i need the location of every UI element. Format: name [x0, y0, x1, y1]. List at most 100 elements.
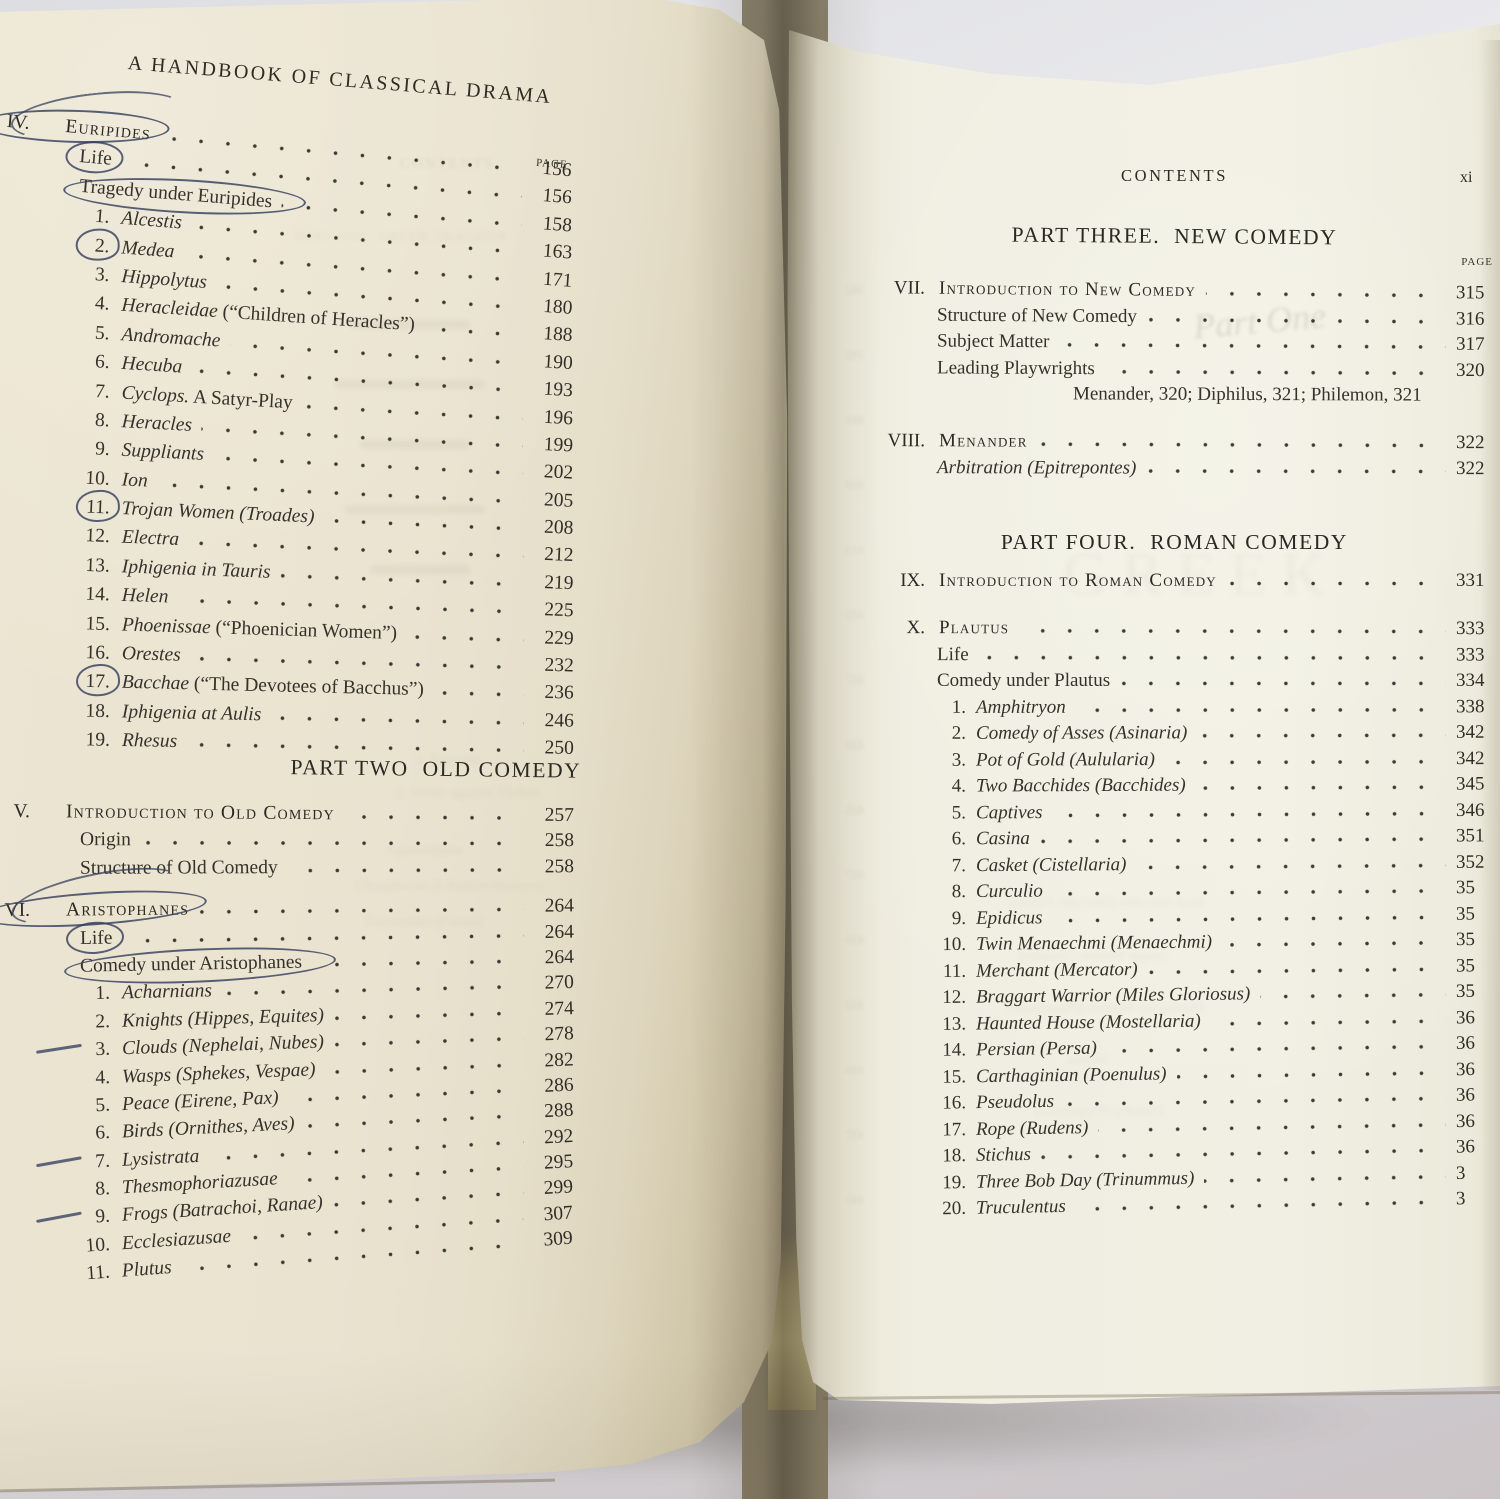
entry-label: Introduction to Old Comedy	[66, 802, 335, 826]
entry-label: Two Bacchides (Bacchides)	[976, 774, 1186, 797]
bleed-through-smudge	[370, 565, 470, 574]
item-number: 1.	[95, 983, 111, 1005]
dot-leader	[1104, 368, 1446, 375]
item-number: 6.	[951, 827, 967, 849]
item-number: 7.	[951, 854, 967, 876]
dot-leader	[344, 814, 524, 821]
right-page-edge-fade	[1480, 40, 1500, 1390]
entry-title: Arbitration (Epitrepontes)	[936, 456, 1137, 478]
dot-leader	[1210, 1017, 1447, 1026]
dot-leader	[312, 959, 525, 968]
chapter-numeral: IV.	[5, 111, 31, 135]
dot-leader	[1260, 991, 1447, 999]
item-number: 18.	[942, 1144, 967, 1166]
toc-row: Structure of Old Comedy 258	[8, 850, 574, 880]
entry-label: Origin	[80, 830, 131, 852]
item-number: 12.	[942, 986, 967, 1008]
dot-leader	[140, 841, 524, 847]
entry-label: Orestes	[122, 644, 181, 668]
entry-title: Phoenissae	[121, 614, 211, 639]
dot-leader	[1197, 732, 1447, 738]
entry-title: Casina	[975, 827, 1030, 849]
entry-title: Plutus	[121, 1257, 173, 1283]
entry-label: Truculentus	[976, 1195, 1066, 1219]
dot-leader	[1075, 706, 1447, 712]
dot-leader	[1039, 836, 1447, 844]
item-number: 20.	[942, 1197, 967, 1219]
entry-title: Subject Matter	[936, 330, 1050, 352]
entry-label: Ion	[121, 469, 148, 492]
entry-label: Subject Matter	[937, 330, 1050, 353]
bleed-through-smudge	[360, 440, 470, 449]
entry-title: Haunted House (Mostellaria)	[975, 1009, 1201, 1034]
entry-label: Rope (Rudens)	[976, 1116, 1089, 1140]
entry-label: Life	[80, 928, 113, 950]
contents-heading: CONTENTS	[1121, 166, 1228, 185]
toc-row: Life 333	[853, 639, 1496, 666]
entry-title: Orestes	[121, 643, 181, 667]
entry-title: Persian (Persa)	[975, 1037, 1097, 1060]
dot-leader	[1146, 316, 1446, 324]
item-number: 17.	[8, 670, 122, 695]
entry-title: Origin	[79, 829, 131, 852]
toc-row: Arbitration (Epitrepontes) 322	[853, 452, 1496, 480]
dot-leader	[1136, 861, 1447, 870]
toc-row: Menander, 320; Diphilus, 321; Philemon, …	[963, 378, 1496, 406]
entry-label: Acharnians	[122, 981, 212, 1005]
entry-label: Leading Playwrights	[937, 356, 1095, 379]
entry-title: Pseudolus	[975, 1090, 1055, 1113]
chapter-numeral: VIII.	[887, 429, 926, 451]
dot-leader	[271, 715, 524, 726]
dot-leader	[433, 691, 524, 699]
item-number: 2.	[951, 722, 967, 744]
entry-title: Rope (Rudens)	[975, 1116, 1089, 1139]
entry-title: Captives	[975, 801, 1043, 823]
page-number: 258	[544, 856, 575, 878]
page-number: 309	[542, 1228, 574, 1252]
book-title-running-head: A HANDBOOK OF CLASSICAL DRAMA	[127, 52, 554, 109]
bleed-through-smudge	[953, 56, 1213, 65]
entry-title: Helen	[121, 585, 169, 609]
entry-label: Menander	[939, 430, 1028, 452]
entry-title: Three Bob Day (Trinummus)	[975, 1166, 1195, 1192]
entry-title: Ion	[121, 469, 149, 492]
right-page: 382 392 401 410 413 415 417 420 425 427 430 432 434 4…	[787, 24, 1500, 1404]
entry-title: Acharnians	[121, 981, 213, 1005]
entry-label: Captives	[976, 801, 1043, 823]
entry-label: Structure of Old Comedy	[80, 857, 278, 880]
folio-page-number: xi	[1460, 169, 1473, 186]
entry-label: Casina	[976, 827, 1030, 849]
toc-row: 2. Comedy of Asses (Asinaria) 342	[853, 717, 1496, 745]
toc-menander: VIII. Menander 322 Arbitration (Epitreponte…	[853, 425, 1496, 478]
dot-leader	[1164, 758, 1447, 765]
entry-title: Casket (Cistellaria)	[975, 853, 1127, 876]
entry-label: Rhesus	[122, 731, 178, 754]
chapter-numeral: V.	[13, 801, 31, 823]
entry-label: Plautus	[939, 617, 1009, 639]
toc-row: Origin 258	[8, 823, 574, 853]
entry-label: Casket (Cistellaria)	[976, 853, 1127, 876]
entry-label: Braggart Warrior (Miles Gloriosus)	[976, 983, 1251, 1008]
chapter-numeral: X.	[906, 616, 926, 638]
item-number: 8.	[951, 880, 967, 902]
page-number: 331	[1456, 569, 1485, 591]
dot-leader	[1040, 1147, 1447, 1160]
entry-label: Curculio	[976, 880, 1043, 903]
entry-title: Rhesus	[121, 730, 178, 753]
item-number: 14.	[942, 1038, 967, 1061]
toc-row: Comedy under Plautus 334	[853, 665, 1496, 692]
entry-title: Cyclops.	[121, 382, 190, 408]
dot-leader	[1019, 627, 1446, 634]
entry-title: Curculio	[975, 880, 1043, 902]
entry-title: Life	[936, 643, 969, 665]
entry-label: Twin Menaechmi (Menaechmi)	[976, 931, 1212, 955]
entry-title: Two Bacchides (Bacchides)	[975, 774, 1186, 797]
entry-title: Hecuba	[120, 353, 183, 379]
toc-row: 5. Captives 346	[853, 794, 1496, 824]
inline-note: Menander, 320; Diphilus, 321; Philemon, …	[1072, 382, 1422, 406]
entry-label: Carthaginian (Poenulus)	[976, 1062, 1167, 1087]
entry-title: Introduction to Roman Comedy	[939, 569, 1217, 591]
entry-label: Plutus	[121, 1258, 172, 1284]
entry-title: Bacchae	[121, 672, 190, 696]
entry-title: Suppliants	[121, 440, 205, 466]
